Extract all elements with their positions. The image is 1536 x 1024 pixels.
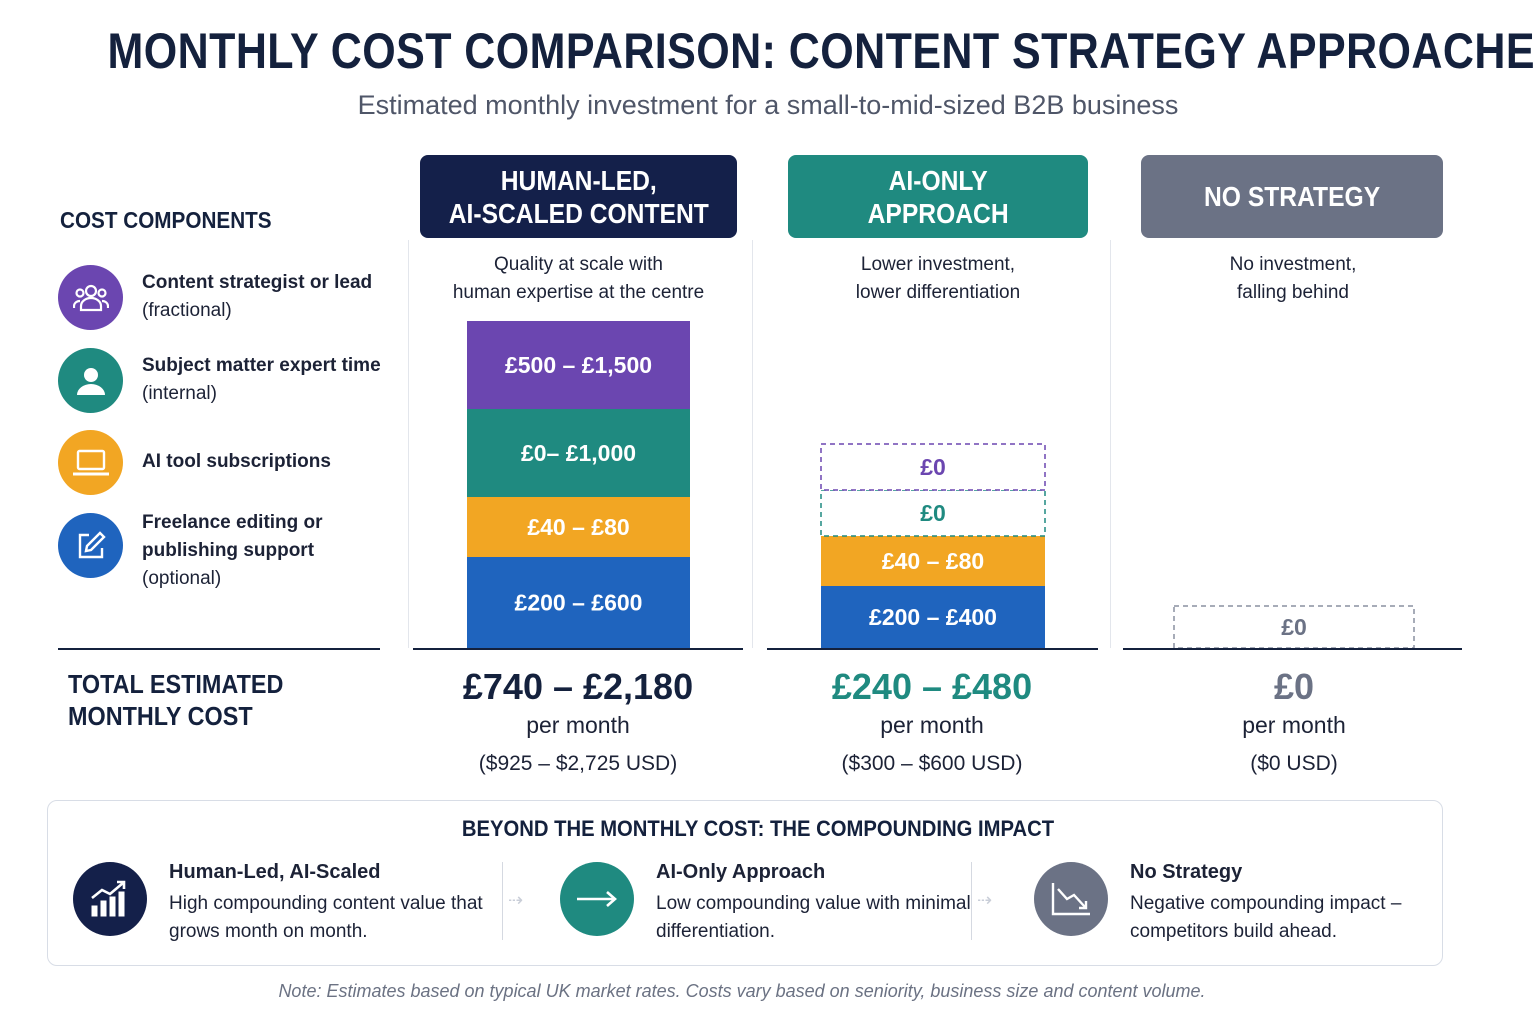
- impact-divider: [971, 862, 972, 940]
- total-ai-only: £240 – £480 per month ($300 – $600 USD): [762, 666, 1102, 779]
- column-divider: [752, 240, 753, 648]
- baseline: [58, 648, 380, 650]
- chevron-right-icon: ⇢: [508, 890, 524, 910]
- team-icon: [58, 265, 123, 330]
- bar-segment: [821, 586, 1045, 648]
- total-per-month: per month: [880, 712, 984, 738]
- desc-line: human expertise at the centre: [452, 282, 705, 303]
- footnote: Note: Estimates based on typical UK mark…: [278, 981, 1206, 1001]
- total-human-led: £740 – £2,180 per month ($925 – $2,725 U…: [408, 666, 748, 779]
- header-human-led: HUMAN-LED, AI-SCALED CONTENT: [420, 155, 737, 238]
- impact-divider: [502, 862, 503, 940]
- bar-label: £40 – £80: [527, 514, 629, 540]
- bar-segment-empty: [820, 489, 1046, 537]
- impact-body: High compounding content value that grow…: [169, 893, 483, 942]
- total-amount: £0: [1273, 666, 1315, 707]
- arrow-right-icon: [560, 862, 634, 936]
- baseline: [413, 648, 743, 650]
- bar-segment: [821, 536, 1045, 586]
- impact-title: BEYOND THE MONTHLY COST: THE COMPOUNDING…: [461, 816, 1055, 841]
- total-per-month: per month: [1242, 712, 1346, 738]
- bar-segment-empty: [1173, 605, 1415, 649]
- bar-label: £0: [1281, 614, 1307, 640]
- cost-components-heading: COST COMPONENTS: [60, 207, 272, 233]
- desc-line: lower differentiation: [855, 282, 1021, 303]
- impact-body: Negative compounding impact – competitor…: [1130, 893, 1402, 942]
- header-line: AI-ONLY: [888, 164, 988, 196]
- component-label: Content strategist or lead: [142, 272, 373, 293]
- page-title: MONTHLY COST COMPARISON: CONTENT STRATEG…: [107, 23, 1536, 79]
- impact-heading: No Strategy: [1130, 861, 1243, 883]
- impact-body: Low compounding value with minimal diffe…: [656, 893, 971, 942]
- total-usd: ($0 USD): [1250, 752, 1338, 775]
- bar-label: £500 – £1,500: [505, 352, 652, 378]
- header-line: NO STRATEGY: [1203, 181, 1381, 212]
- bar-label: £0: [920, 500, 946, 526]
- person-icon: [58, 348, 123, 413]
- bar-label: £0– £1,000: [521, 440, 636, 466]
- bar-segment-empty: [820, 443, 1046, 491]
- desc-line: Quality at scale with: [494, 254, 663, 275]
- laptop-icon: [58, 430, 123, 495]
- bar-segment: [467, 557, 690, 648]
- total-per-month: per month: [526, 712, 630, 738]
- bar-segment: [467, 321, 690, 409]
- total-amount: £740 – £2,180: [462, 666, 694, 707]
- chevron-right-icon: ⇢: [977, 890, 993, 910]
- baseline: [767, 648, 1098, 650]
- bar-label: £200 – £400: [869, 604, 997, 630]
- header-line: AI-SCALED CONTENT: [448, 197, 709, 229]
- total-label-line: TOTAL ESTIMATED: [68, 669, 284, 699]
- component-label: Freelance editing or publishing support: [142, 512, 323, 561]
- impact-heading: Human-Led, AI-Scaled: [169, 861, 381, 883]
- desc-human-led: Quality at scale with human expertise at…: [420, 251, 737, 307]
- desc-line: No investment,: [1229, 254, 1357, 275]
- impact-heading: AI-Only Approach: [656, 861, 826, 883]
- decline-chart-icon: [1034, 862, 1108, 936]
- edit-icon: [58, 513, 123, 578]
- desc-line: falling behind: [1237, 282, 1349, 303]
- page-subtitle: Estimated monthly investment for a small…: [357, 90, 1179, 120]
- header-ai-only: AI-ONLY APPROACH: [788, 155, 1088, 238]
- bar-segment: [467, 497, 690, 557]
- bar-label: £40 – £80: [882, 548, 984, 574]
- header-no-strategy: NO STRATEGY: [1141, 155, 1443, 238]
- desc-no-strategy: No investment, falling behind: [1143, 251, 1443, 307]
- total-no-strategy: £0 per month ($0 USD): [1124, 666, 1464, 779]
- total-label-line: MONTHLY COST: [68, 701, 253, 731]
- component-sublabel: (internal): [142, 383, 217, 404]
- component-label: Subject matter expert time: [142, 355, 381, 376]
- bar-label: £0: [920, 454, 946, 480]
- column-divider: [408, 240, 409, 648]
- desc-line: Lower investment,: [860, 254, 1016, 275]
- total-amount: £240 – £480: [831, 666, 1033, 707]
- impact-panel: [47, 800, 1443, 966]
- desc-ai-only: Lower investment, lower differentiation: [788, 251, 1088, 307]
- total-usd: ($300 – $600 USD): [841, 752, 1023, 775]
- header-line: APPROACH: [867, 197, 1009, 229]
- total-label: TOTAL ESTIMATED MONTHLY COST: [68, 668, 283, 732]
- header-line: HUMAN-LED,: [500, 164, 657, 196]
- total-usd: ($925 – $2,725 USD): [478, 752, 678, 775]
- baseline: [1123, 648, 1462, 650]
- bar-segment: [467, 409, 690, 497]
- growth-chart-icon: [73, 862, 147, 936]
- component-sublabel: (optional): [142, 568, 222, 589]
- component-label: AI tool subscriptions: [142, 451, 331, 472]
- column-divider: [1110, 240, 1111, 648]
- component-sublabel: (fractional): [142, 300, 232, 321]
- bar-label: £200 – £600: [515, 590, 643, 616]
